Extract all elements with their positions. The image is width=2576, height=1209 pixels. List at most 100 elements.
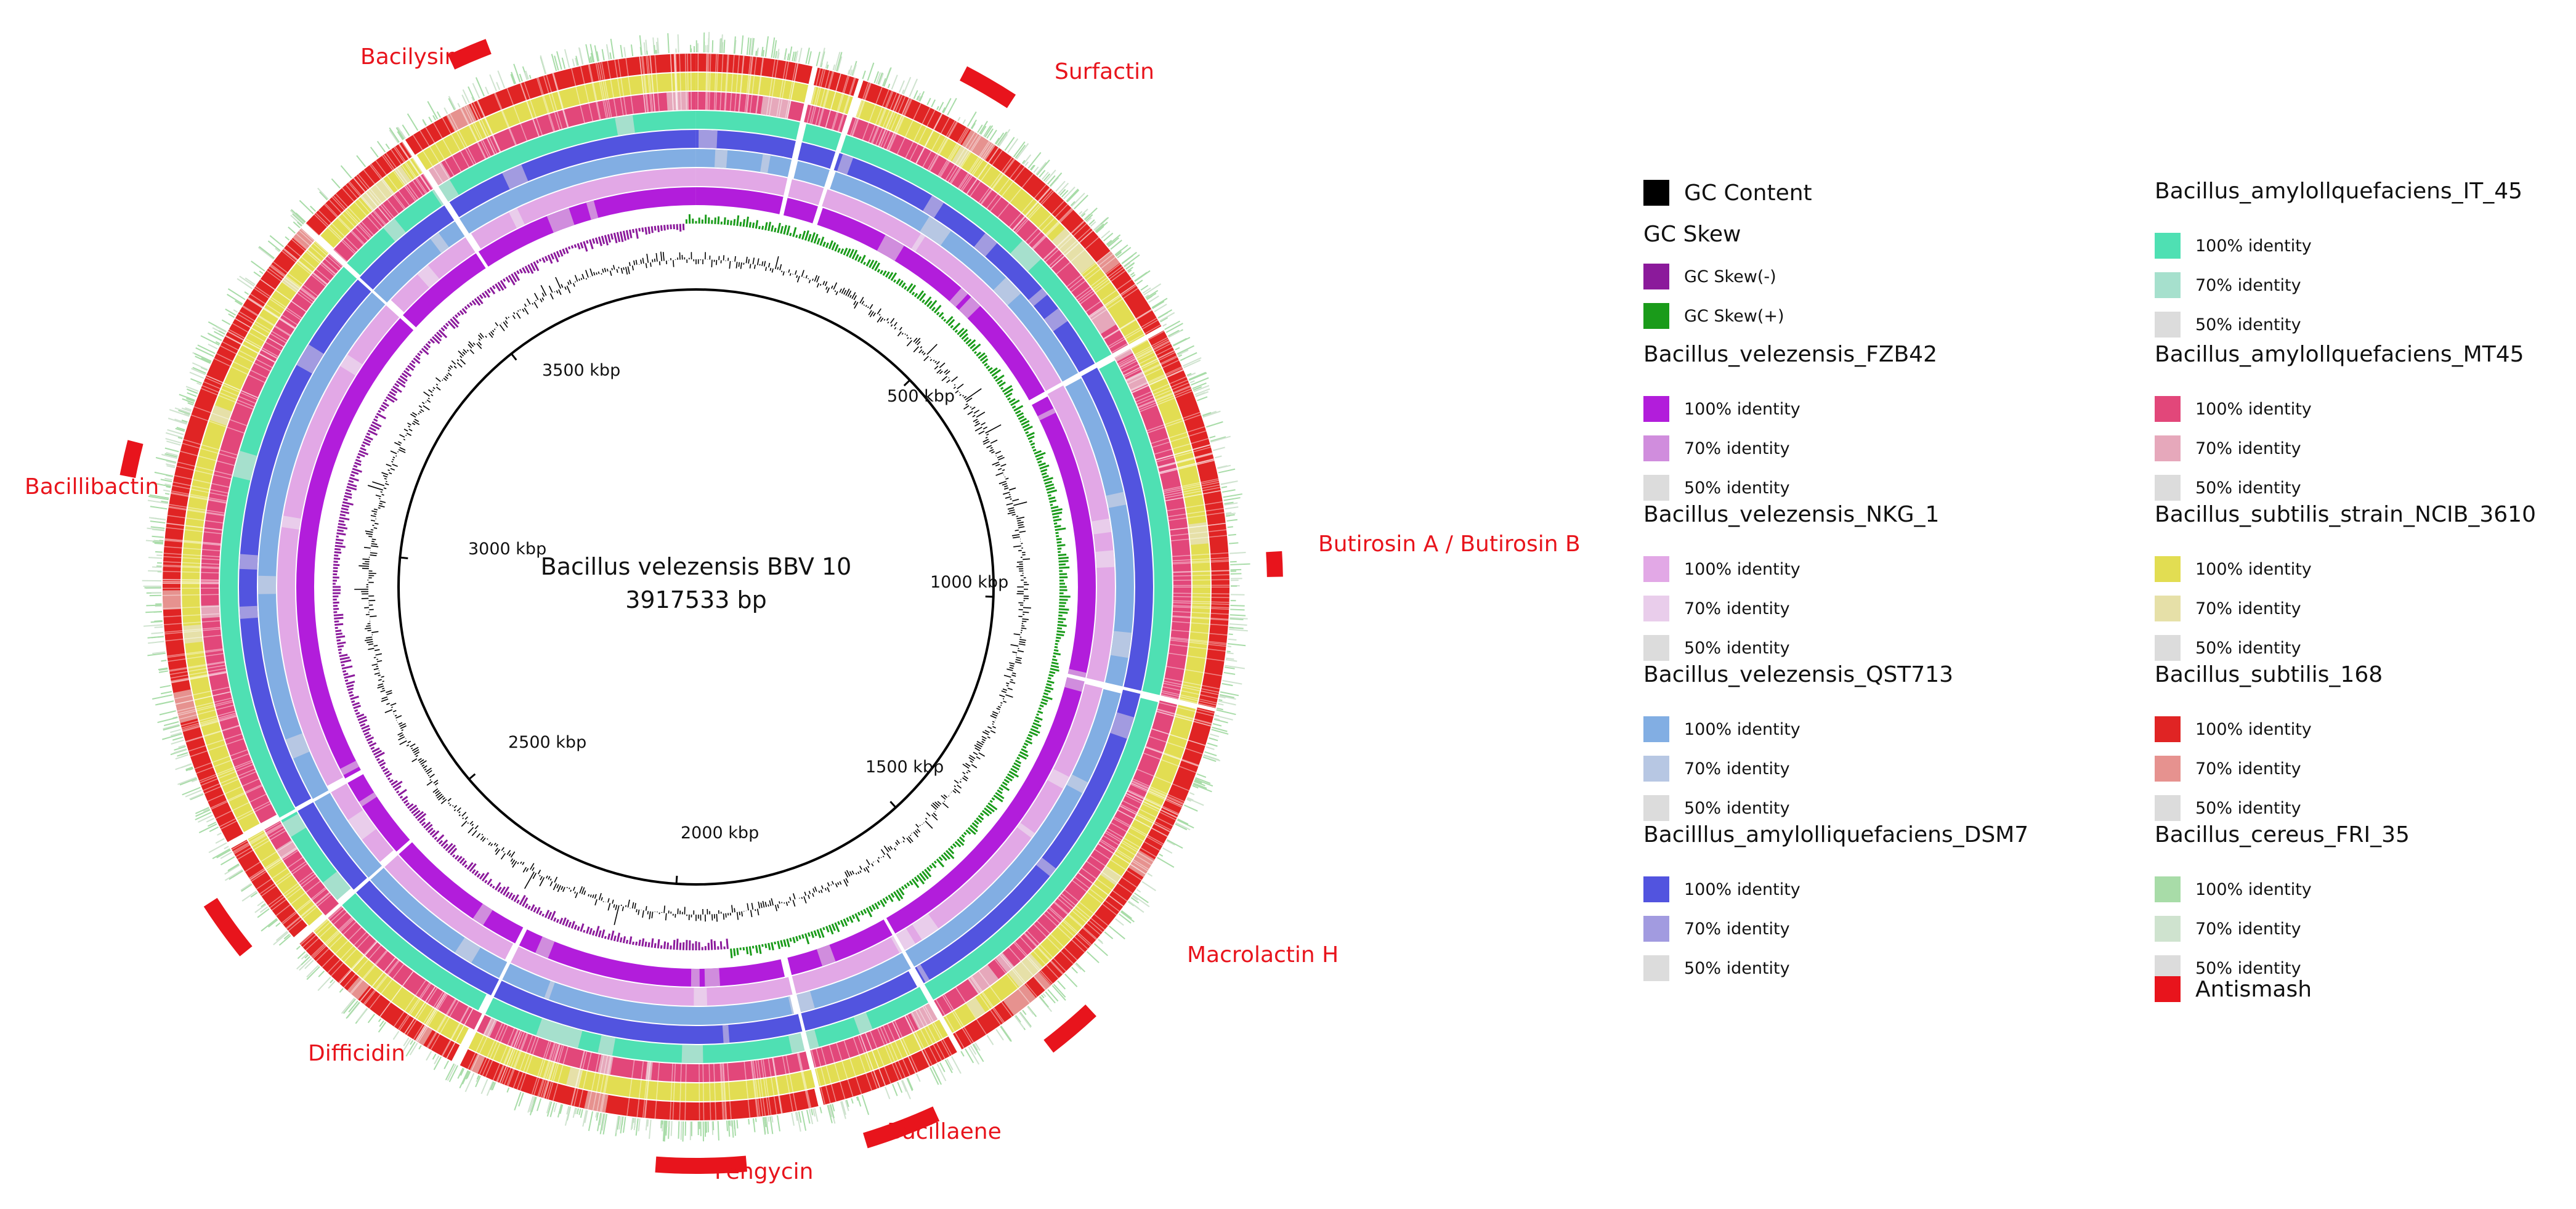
ring-texture	[291, 238, 334, 277]
ring-texture	[508, 1033, 529, 1086]
identity-speckle	[171, 739, 184, 745]
identity-speckle	[297, 951, 306, 960]
ring-texture	[1160, 694, 1216, 708]
identity-speckle	[582, 1110, 587, 1127]
gc-content-mark	[830, 884, 832, 886]
ring-texture	[1172, 621, 1228, 626]
gc-skew-mark	[871, 260, 878, 270]
identity-speckle	[746, 37, 750, 55]
gc-skew-mark	[991, 369, 1002, 377]
ring-texture	[229, 329, 278, 357]
gc-skew-mark	[941, 854, 947, 862]
gc-content-mark	[846, 870, 851, 877]
gc-content-mark	[579, 886, 583, 894]
identity-speckle	[1219, 695, 1226, 699]
gc-content-mark	[446, 374, 449, 377]
gc-skew-mark	[381, 404, 387, 410]
gc-skew-mark	[635, 941, 638, 946]
identity-speckle	[557, 1104, 562, 1118]
ring-texture	[750, 1061, 758, 1117]
identity-speckle	[1144, 294, 1149, 298]
ring-texture	[1170, 644, 1226, 652]
gc-content-mark	[941, 795, 946, 800]
identity-speckle	[259, 270, 264, 275]
ring-texture	[496, 1029, 519, 1083]
tick-label-3000: 3000 kbp	[468, 540, 547, 559]
ring-texture	[1145, 746, 1199, 767]
ring-texture	[302, 908, 344, 948]
gc-skew-mark	[629, 229, 633, 238]
ring-texture	[401, 142, 434, 189]
identity-band	[432, 179, 459, 206]
gc-content-mark	[1015, 659, 1021, 661]
gc-skew-mark	[976, 817, 982, 823]
identity-speckle	[836, 52, 843, 71]
ring-texture	[415, 992, 446, 1041]
gc-content-mark	[557, 885, 561, 892]
identity-band	[699, 130, 718, 148]
gc-content-mark	[890, 324, 893, 327]
identity-band	[1125, 371, 1148, 392]
gc-skew-mark	[358, 719, 368, 724]
gc-skew-mark	[822, 241, 826, 247]
gc-content-mark	[925, 817, 928, 820]
ring-texture	[220, 345, 271, 372]
legend-label: 70% identity	[1684, 759, 1790, 778]
identity-speckle	[618, 1116, 622, 1130]
ring-texture	[1159, 459, 1215, 474]
gc-skew-mark	[550, 910, 556, 921]
gc-skew-mark	[366, 736, 375, 742]
ring-texture	[1157, 452, 1213, 467]
gc-skew-mark	[594, 926, 600, 937]
ring-texture	[324, 204, 364, 245]
gc-skew-mark	[456, 855, 463, 862]
ring-texture	[1108, 828, 1157, 857]
gc-skew-mark	[336, 635, 346, 639]
identity-gap	[278, 808, 298, 821]
gc-content-mark	[965, 762, 971, 767]
gc-content-mark	[1005, 496, 1011, 499]
gc-skew-mark	[530, 904, 535, 912]
gc-content-mark	[358, 565, 370, 567]
genome-title: Bacillus velezensis BBV 10 3917533 bp	[541, 550, 852, 617]
ring-texture	[163, 583, 219, 584]
gc-skew-mark	[487, 878, 493, 886]
identity-speckle	[885, 1086, 891, 1099]
gc-content-mark	[1002, 469, 1005, 471]
gc-skew-mark	[392, 386, 402, 393]
ring-texture	[1122, 346, 1173, 373]
legend-item-antismash: Antismash	[2155, 976, 2312, 1002]
gc-content-mark	[520, 861, 522, 864]
legend-item-identity: 100% identity	[2155, 396, 2312, 422]
gc-content-mark	[835, 291, 838, 296]
gc-content-mark	[1018, 526, 1025, 528]
gc-skew-mark	[893, 891, 901, 902]
ring-texture	[552, 73, 569, 127]
ring-texture	[1025, 200, 1065, 242]
gc-skew-mark	[957, 328, 965, 336]
legend-label: 70% identity	[2195, 759, 2301, 778]
identity-swatch	[1643, 635, 1669, 661]
gc-content-mark	[917, 341, 921, 346]
ring-texture	[1057, 897, 1101, 936]
gc-content-mark	[835, 883, 838, 888]
ring-texture	[1172, 559, 1229, 564]
gc-content-mark	[968, 756, 974, 761]
gc-skew-mark	[660, 225, 663, 231]
gc-content-mark	[406, 432, 411, 436]
identity-speckle	[971, 123, 976, 129]
gc-skew-mark	[1040, 701, 1047, 705]
ring-texture	[1103, 835, 1152, 865]
identity-speckle	[253, 271, 261, 278]
ring-texture	[928, 121, 957, 171]
identity-speckle	[913, 90, 918, 99]
gc-skew-mark	[846, 248, 851, 257]
identity-speckle	[148, 517, 166, 520]
identity-speckle	[944, 1059, 953, 1074]
ring-texture	[1074, 876, 1120, 912]
gc-content-mark	[942, 802, 949, 809]
ring-texture	[1120, 343, 1171, 370]
gc-content-mark	[532, 867, 535, 871]
identity-speckle	[668, 1120, 670, 1128]
gc-skew-mark	[909, 285, 917, 294]
